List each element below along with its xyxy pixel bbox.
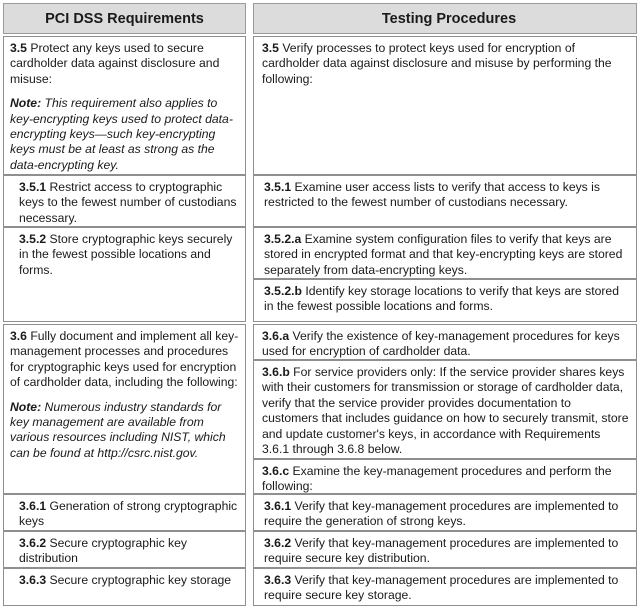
- test-text: Verify that key-management procedures ar…: [264, 499, 619, 529]
- test-text: Verify the existence of key-management p…: [262, 329, 620, 359]
- header-testing-procedures: Testing Procedures: [253, 3, 637, 34]
- req-3-5-1: 3.5.1 Restrict access to cryptographic k…: [3, 175, 246, 227]
- test-text: Identify key storage locations to verify…: [264, 284, 619, 314]
- req-text: Secure cryptographic key distribution: [19, 536, 188, 566]
- test-3-5-1: 3.5.1 Examine user access lists to verif…: [253, 175, 637, 227]
- test-number: 3.5: [262, 41, 279, 55]
- test-text: Verify that key-management procedures ar…: [264, 573, 619, 603]
- note-text: Numerous industry standards for key mana…: [10, 399, 226, 460]
- test-3-5-2-a: 3.5.2.a Examine system configuration fil…: [253, 227, 637, 279]
- note-text: This requirement also applies to key-enc…: [10, 96, 233, 172]
- req-3-6-3: 3.6.3 Secure cryptographic key storage: [3, 568, 246, 606]
- test-text: Examine system configuration files to ve…: [264, 232, 623, 277]
- test-3-6-c: 3.6.c Examine the key-management procedu…: [253, 459, 637, 494]
- test-3-6-a: 3.6.a Verify the existence of key-manage…: [253, 324, 637, 360]
- test-number: 3.5.2.a: [264, 232, 302, 246]
- req-text: Secure cryptographic key storage: [46, 573, 232, 587]
- test-3-5-2-b: 3.5.2.b Identify key storage locations t…: [253, 279, 637, 322]
- req-number: 3.6.2: [19, 536, 47, 550]
- test-text: Examine user access lists to verify that…: [264, 180, 600, 210]
- header-requirements: PCI DSS Requirements: [3, 3, 246, 34]
- test-number: 3.6.2: [264, 536, 292, 550]
- note-label: Note:: [10, 96, 42, 111]
- test-text: Verify processes to protect keys used fo…: [262, 41, 612, 86]
- test-3-6-b: 3.6.b For service providers only: If the…: [253, 360, 637, 459]
- req-text: Restrict access to cryptographic keys to…: [19, 180, 237, 225]
- test-3-6-2: 3.6.2 Verify that key-management procedu…: [253, 531, 637, 568]
- test-3-6-1: 3.6.1 Verify that key-management procedu…: [253, 494, 637, 531]
- test-number: 3.6.b: [262, 365, 290, 379]
- req-text: Fully document and implement all key-man…: [10, 329, 239, 390]
- test-number: 3.6.3: [264, 573, 292, 587]
- test-3-6-3: 3.6.3 Verify that key-management procedu…: [253, 568, 637, 606]
- req-3-6: 3.6 Fully document and implement all key…: [3, 324, 246, 494]
- test-text: Examine the key-management procedures an…: [262, 464, 612, 494]
- req-number: 3.5.2: [19, 232, 47, 246]
- test-number: 3.6.1: [264, 499, 292, 513]
- test-number: 3.6.c: [262, 464, 290, 478]
- req-text: Generation of strong cryptographic keys: [19, 499, 238, 529]
- test-number: 3.6.a: [262, 329, 290, 343]
- test-number: 3.5.1: [264, 180, 292, 194]
- req-number: 3.5: [10, 41, 27, 55]
- req-3-6-1: 3.6.1 Generation of strong cryptographic…: [3, 494, 246, 531]
- req-number: 3.6: [10, 329, 27, 343]
- req-number: 3.6.3: [19, 573, 47, 587]
- req-number: 3.5.1: [19, 180, 47, 194]
- note-label: Note:: [10, 399, 42, 414]
- req-text: Store cryptographic keys securely in the…: [19, 232, 233, 277]
- test-text: Verify that key-management procedures ar…: [264, 536, 619, 566]
- req-3-5: 3.5 Protect any keys used to secure card…: [3, 36, 246, 175]
- req-text: Protect any keys used to secure cardhold…: [10, 41, 220, 86]
- req-number: 3.6.1: [19, 499, 47, 513]
- test-number: 3.5.2.b: [264, 284, 302, 298]
- req-3-6-2: 3.6.2 Secure cryptographic key distribut…: [3, 531, 246, 568]
- test-text: For service providers only: If the servi…: [262, 365, 629, 457]
- req-3-5-2: 3.5.2 Store cryptographic keys securely …: [3, 227, 246, 322]
- test-3-5: 3.5 Verify processes to protect keys use…: [253, 36, 637, 175]
